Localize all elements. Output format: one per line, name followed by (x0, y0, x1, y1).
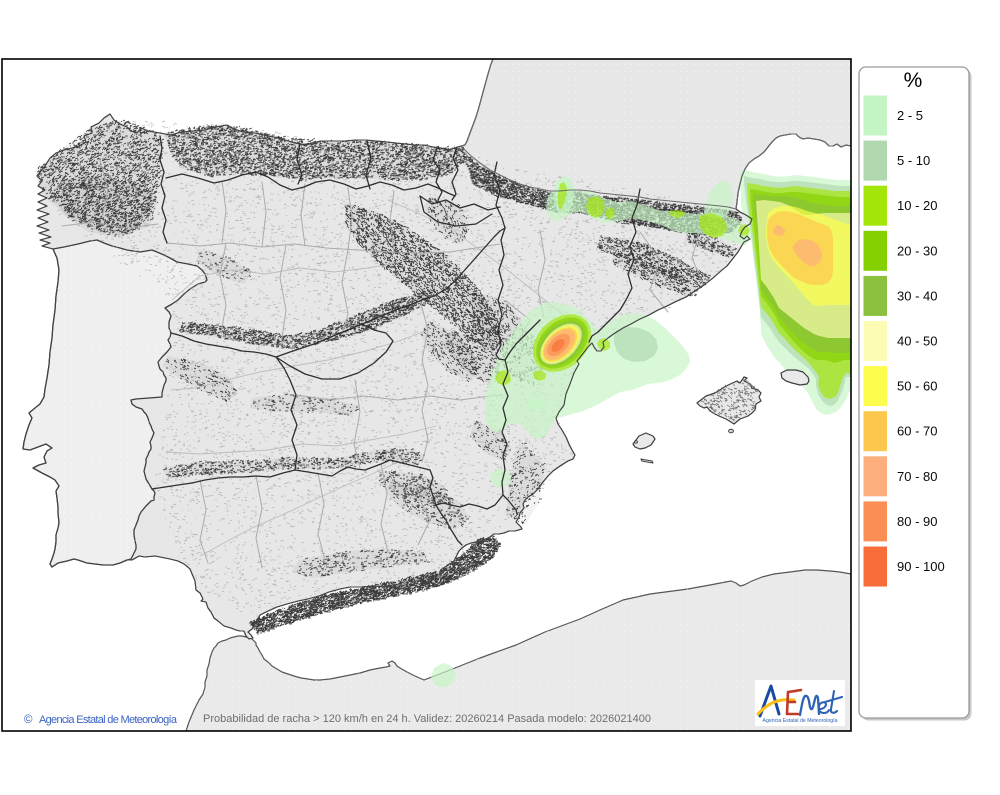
svg-text:50 - 60: 50 - 60 (897, 379, 937, 394)
svg-text:2 - 5: 2 - 5 (897, 108, 923, 123)
svg-text:90 - 100: 90 - 100 (897, 559, 945, 574)
svg-text:60 - 70: 60 - 70 (897, 424, 937, 439)
svg-text:5 - 10: 5 - 10 (897, 153, 930, 168)
svg-text:©: © (24, 714, 33, 726)
svg-text:40 - 50: 40 - 50 (897, 334, 937, 349)
svg-text:10 - 20: 10 - 20 (897, 198, 937, 213)
svg-text:80 - 90: 80 - 90 (897, 514, 937, 529)
svg-text:20 - 30: 20 - 30 (897, 243, 937, 258)
svg-text:30 - 40: 30 - 40 (897, 288, 937, 303)
svg-text:Agencia Estatal de Meteorologí: Agencia Estatal de Meteorología (39, 714, 178, 726)
svg-text:70 - 80: 70 - 80 (897, 469, 937, 484)
svg-text:Agencia Estatal de Meteorologí: Agencia Estatal de Meteorología (763, 718, 838, 724)
svg-text:Probabilidad de racha > 120 km: Probabilidad de racha > 120 km/h en 24 h… (203, 713, 651, 725)
svg-text:%: % (904, 69, 923, 92)
